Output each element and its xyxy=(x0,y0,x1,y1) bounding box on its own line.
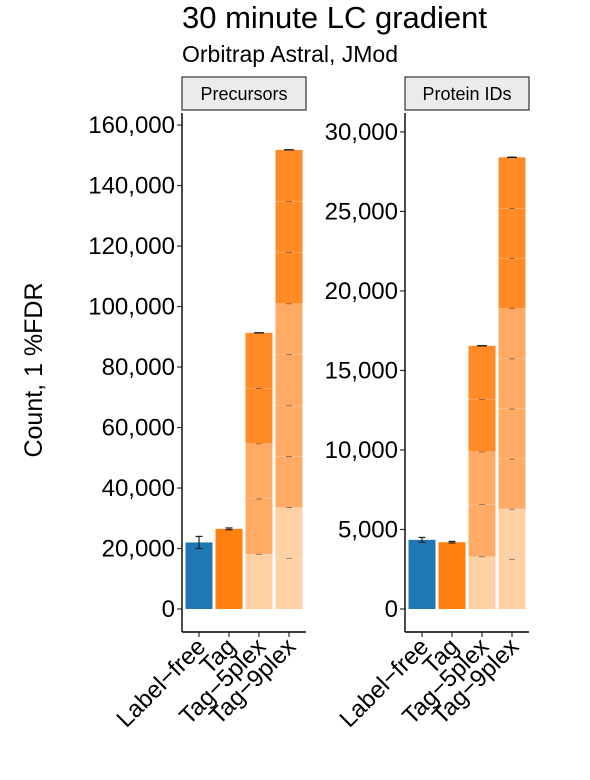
y-ticks-protein-ids: 0 5,000 10,000 15,000 20,000 25,000 30,000 xyxy=(325,119,405,623)
y-tick-label: 100,000 xyxy=(88,294,175,321)
bar-segment xyxy=(275,303,303,355)
bar-segment xyxy=(468,399,496,452)
bar-segment xyxy=(245,443,273,499)
bar-segment xyxy=(275,252,303,304)
bar-segment xyxy=(275,201,303,253)
y-tick-label: 60,000 xyxy=(102,415,175,442)
panel-precursors: Precursors 0 20,000 40,000 60,000 80,000 100,… xyxy=(88,76,307,733)
bar-segment xyxy=(245,332,273,389)
y-tick-label: 160,000 xyxy=(88,112,175,139)
bar-segment xyxy=(498,208,526,259)
y-tick-label: 40,000 xyxy=(102,475,175,502)
y-tick-label: 140,000 xyxy=(88,173,175,200)
y-axis-label: Count, 1 %FDR xyxy=(20,282,48,457)
bar-segment xyxy=(498,157,526,209)
bar-segment xyxy=(498,358,526,409)
bar-segment xyxy=(468,345,496,400)
y-tick-label: 25,000 xyxy=(325,198,398,225)
bar-segment xyxy=(498,308,526,359)
y-tick-label: 10,000 xyxy=(325,437,398,464)
bar-segment xyxy=(408,539,436,609)
strip-protein-ids xyxy=(404,76,530,111)
y-tick-label: 5,000 xyxy=(338,516,398,543)
bar-segment xyxy=(498,508,526,559)
strip-label-protein-ids: Protein IDs xyxy=(422,84,511,104)
bar-segment xyxy=(245,388,273,444)
y-tick-label: 30,000 xyxy=(325,119,398,146)
bar-segment xyxy=(498,558,526,609)
bar-segment xyxy=(498,408,526,459)
bar-segment xyxy=(245,553,273,609)
bar-segment xyxy=(275,405,303,457)
bar-segment xyxy=(275,507,303,559)
bar-segment xyxy=(245,498,273,554)
y-tick-label: 120,000 xyxy=(88,233,175,260)
bar-segment xyxy=(275,558,303,609)
y-tick-label: 20,000 xyxy=(325,278,398,305)
strip-label-precursors: Precursors xyxy=(200,84,287,104)
y-tick-label: 0 xyxy=(385,596,398,623)
chart-subtitle: Orbitrap Astral, JMod xyxy=(182,41,398,67)
panel-protein-ids: Protein IDs 0 5,000 10,000 15,000 20,000 25,0… xyxy=(325,76,530,733)
bar-segment xyxy=(185,542,213,609)
bar-segment xyxy=(275,354,303,406)
bar-segment xyxy=(438,542,466,609)
y-tick-label: 80,000 xyxy=(102,354,175,381)
bar-segment xyxy=(468,504,496,557)
y-tick-label: 0 xyxy=(162,596,175,623)
bar-segment xyxy=(498,258,526,309)
bar-segment xyxy=(468,556,496,609)
bar-segment xyxy=(275,456,303,508)
bars-protein-ids xyxy=(408,156,526,609)
bar-segment xyxy=(215,528,243,609)
bar-segment xyxy=(498,458,526,509)
y-tick-label: 20,000 xyxy=(102,536,175,563)
y-ticks-precursors: 0 20,000 40,000 60,000 80,000 100,000 120,000 1… xyxy=(88,112,182,623)
bar-segment xyxy=(275,149,303,202)
bars-precursors xyxy=(185,149,303,609)
chart-title: 30 minute LC gradient xyxy=(182,0,487,35)
y-tick-label: 15,000 xyxy=(325,357,398,384)
bar-segment xyxy=(468,451,496,505)
strip-precursors xyxy=(181,76,307,111)
